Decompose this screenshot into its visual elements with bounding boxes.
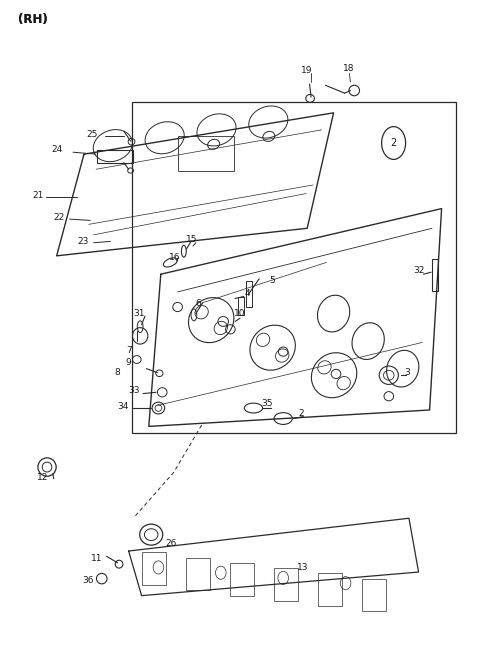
Text: 36: 36 — [83, 576, 94, 585]
Text: 24: 24 — [52, 145, 63, 154]
Text: 18: 18 — [343, 64, 355, 73]
Text: 10: 10 — [234, 309, 246, 318]
Text: 4: 4 — [245, 289, 251, 298]
Text: 5: 5 — [269, 276, 275, 285]
Text: 7: 7 — [126, 346, 132, 356]
Bar — [246, 281, 252, 307]
Text: 31: 31 — [133, 309, 145, 318]
Text: 11: 11 — [91, 554, 103, 564]
Text: 22: 22 — [54, 213, 65, 222]
Text: 25: 25 — [86, 130, 98, 139]
Text: 34: 34 — [118, 402, 129, 411]
Text: 9: 9 — [126, 358, 132, 367]
Bar — [318, 573, 342, 606]
Text: 13: 13 — [297, 563, 308, 572]
Bar — [230, 563, 254, 596]
Text: 19: 19 — [301, 66, 313, 75]
Bar — [186, 558, 210, 590]
Bar — [238, 297, 244, 315]
Text: 2: 2 — [390, 138, 397, 148]
Text: 8: 8 — [114, 368, 120, 377]
Bar — [132, 102, 456, 433]
Text: 6: 6 — [196, 298, 202, 308]
Bar — [178, 136, 234, 171]
Text: 12: 12 — [37, 473, 49, 482]
Text: 2: 2 — [299, 409, 304, 418]
Bar — [274, 568, 298, 601]
Text: (RH): (RH) — [18, 13, 48, 26]
Text: 3: 3 — [404, 368, 410, 377]
Bar — [432, 259, 438, 291]
Text: 21: 21 — [33, 191, 44, 200]
Text: 15: 15 — [186, 235, 198, 244]
Text: 26: 26 — [166, 539, 177, 548]
Bar — [97, 150, 133, 163]
Text: 35: 35 — [262, 399, 273, 408]
Text: 32: 32 — [413, 266, 424, 275]
Text: 33: 33 — [129, 386, 140, 395]
Text: (RH): (RH) — [18, 13, 48, 26]
Text: 23: 23 — [78, 237, 89, 246]
Text: 16: 16 — [169, 253, 180, 262]
Bar — [142, 552, 166, 585]
Bar — [362, 579, 386, 611]
